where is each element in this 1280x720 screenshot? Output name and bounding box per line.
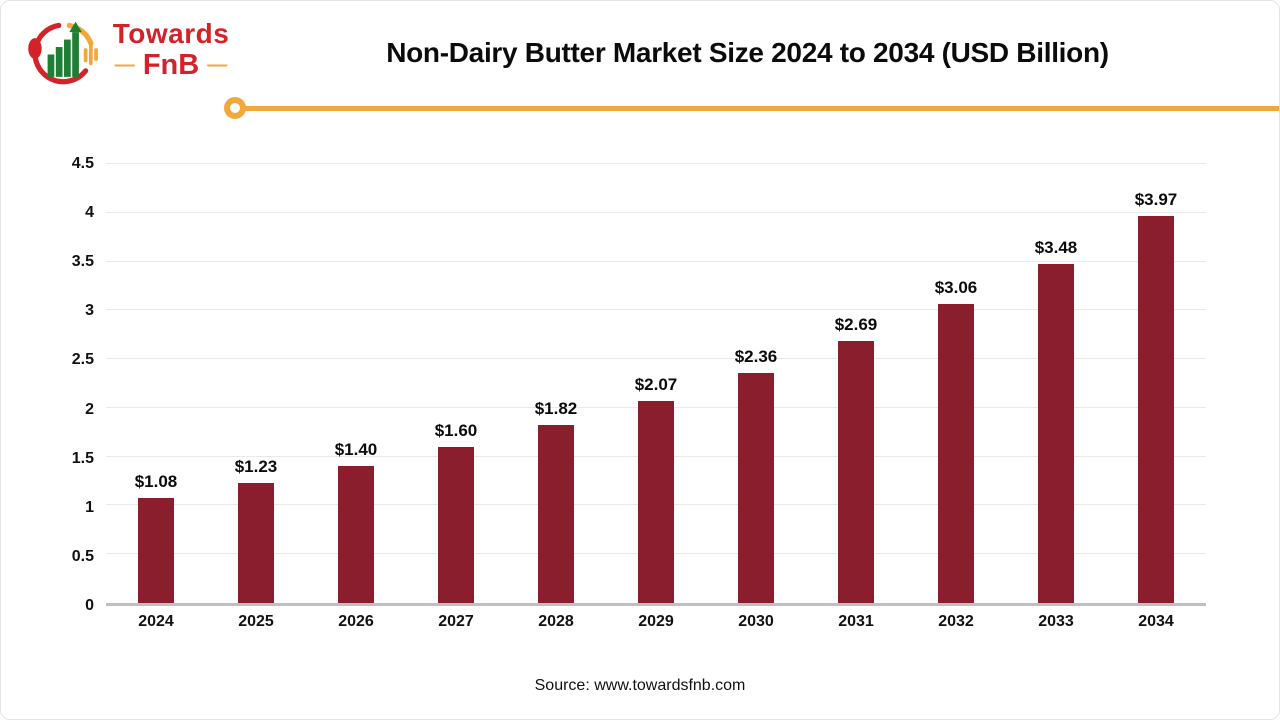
bar-slot: $1.82 <box>506 164 606 603</box>
x-tick-label: 2034 <box>1138 613 1174 630</box>
brand-dash-left: — <box>114 54 135 76</box>
bar-2024 <box>138 497 174 603</box>
bar-2027 <box>438 446 474 603</box>
gridline <box>106 358 1206 360</box>
bar-slot: $3.48 <box>1006 164 1106 603</box>
bar-2032 <box>938 304 974 603</box>
x-tick-label: 2025 <box>238 613 274 630</box>
x-tick-label: 2031 <box>838 613 874 630</box>
gridline <box>106 309 1206 311</box>
x-axis: 2024 2025 2026 2027 2028 2029 2030 2031 2032 2033… <box>106 613 1206 631</box>
x-tick-label: 2027 <box>438 613 474 630</box>
bar-slot: $3.97 <box>1106 164 1206 603</box>
y-tick-label: 3.5 <box>71 253 94 271</box>
bar-value-label: $3.06 <box>934 278 978 298</box>
bar-slot: $2.36 <box>706 164 806 603</box>
accent-divider-ring-icon <box>224 97 246 119</box>
bar-slot: $3.06 <box>906 164 1006 603</box>
y-tick-label: 4 <box>85 204 94 222</box>
x-tick-label: 2028 <box>538 613 574 630</box>
bar-2029 <box>638 401 674 603</box>
brand-name-fnb: FnB <box>142 49 200 81</box>
bar-2026 <box>338 466 374 603</box>
x-tick-label: 2033 <box>1038 613 1074 630</box>
x-tick-label: 2026 <box>338 613 374 630</box>
y-tick-label: 0.5 <box>71 547 94 565</box>
source-note: Source: www.towardsfnb.com <box>534 677 746 694</box>
y-tick-label: 0 <box>85 597 94 614</box>
x-tick-label: 2030 <box>738 613 774 630</box>
y-tick-label: 4.5 <box>71 155 94 172</box>
y-tick-label: 1.5 <box>71 449 94 467</box>
bar-value-label: $1.60 <box>434 420 478 440</box>
y-tick-label: 2.5 <box>71 351 94 369</box>
bar-value-label: $1.23 <box>234 457 278 477</box>
brand-text: Towards — FnB — <box>111 18 231 82</box>
bar-value-label: $1.82 <box>534 399 578 419</box>
x-tick-label: 2032 <box>938 613 974 630</box>
y-tick-label: 3 <box>85 302 94 320</box>
bar-2031 <box>838 340 874 603</box>
gridline <box>106 260 1206 262</box>
bar-slot: $2.69 <box>806 164 906 603</box>
y-tick-label: 1 <box>85 498 94 516</box>
bar-2034 <box>1138 215 1174 603</box>
x-tick-label: 2029 <box>638 613 674 630</box>
bar-value-label: $3.97 <box>1134 189 1178 209</box>
plot-area: $1.08 $1.23 $1.40 $1.60 $1.82 $2.07 $2.36 $2.69… <box>106 163 1206 606</box>
bar-slot: $1.40 <box>306 164 406 603</box>
gridline <box>106 211 1206 213</box>
bar-value-label: $3.48 <box>1034 237 1078 257</box>
bar-value-label: $2.69 <box>834 314 878 334</box>
brand-name-top: Towards <box>112 18 230 49</box>
bar-slot: $1.23 <box>206 164 306 603</box>
gridline <box>106 163 1206 164</box>
accent-divider-line <box>245 106 1279 111</box>
bar-2030 <box>738 372 774 603</box>
bar-value-label: $2.07 <box>634 375 678 395</box>
bar-slot: $1.60 <box>406 164 506 603</box>
brand-name-bottom: — FnB — <box>111 49 231 81</box>
chart-title: Non-Dairy Butter Market Size 2024 to 203… <box>386 37 1109 68</box>
y-tick-label: 2 <box>85 400 94 418</box>
y-axis: 0 0.5 1 1.5 2 2.5 3 3.5 4 4.5 <box>1 155 94 614</box>
bar-slot: $1.08 <box>106 164 206 603</box>
x-tick-label: 2024 <box>138 613 174 630</box>
bar-2025 <box>238 483 274 603</box>
bar-slot: $2.07 <box>606 164 706 603</box>
bar-value-label: $1.08 <box>134 471 178 491</box>
brand-dash-right: — <box>207 54 228 76</box>
towardsfnb-logo: Towards — FnB — <box>23 11 229 96</box>
bar-2033 <box>1038 263 1074 603</box>
bar-value-label: $2.36 <box>734 346 778 366</box>
towardsfnb-logo-icon <box>28 21 98 85</box>
bar-value-label: $1.40 <box>334 440 378 460</box>
bar-2028 <box>538 425 574 603</box>
